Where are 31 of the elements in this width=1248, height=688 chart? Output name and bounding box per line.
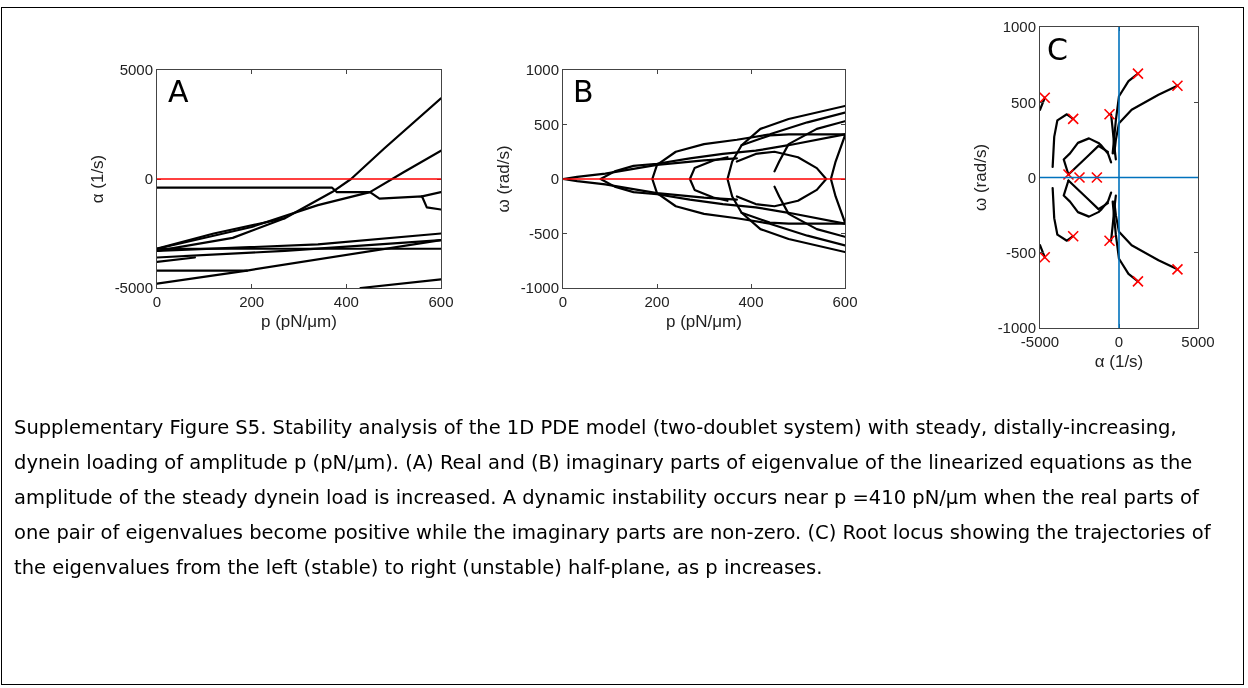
y-axis-title: α (1/s)	[88, 154, 108, 204]
x-tick-label: 400	[333, 293, 359, 310]
annotation: A	[168, 74, 189, 109]
text: Supplementary Figure S5. Stability analysis of the 1D PDE model (two-doublet system) with steady, distally-increasing, dynein loading of amplitude p (pN/µm). (A) Real and (B) imaginary parts of eigenvalue of the linearized equations as the amplitude of the steady dynein load is increased. A dynamic instability occurs near p =410 pN/µm when the real parts of one pair of eigenvalues become positive while the imaginary parts are non-zero. (C) Root locus showing the trajectories of the eigenvalues from the left (stable) to right (unstable) half-plane, as p increases.	[14, 415, 1212, 581]
y-tick-label: -500	[1005, 244, 1036, 261]
y-tick-label: 5000	[119, 61, 153, 79]
x-tick-label: 600	[832, 293, 858, 310]
y-tick-label: -5000	[114, 279, 153, 297]
x-tick-label: 0	[1114, 333, 1124, 350]
x-tick-label: 5000	[1181, 333, 1215, 350]
x-tick-label: 200	[644, 293, 670, 310]
y-tick-label: 1000	[1002, 18, 1036, 36]
x-axis-title: p (pN/μm)	[261, 312, 337, 332]
annotation: C	[1047, 32, 1068, 67]
y-tick-label: 500	[1010, 93, 1036, 111]
annotation: B	[573, 74, 594, 109]
y-tick-label: 0	[1027, 168, 1036, 186]
y-tick-label: -1000	[997, 319, 1036, 337]
y-tick-label: -1000	[520, 279, 559, 297]
y-tick-label: 0	[550, 170, 559, 188]
y-axis-title: ω (rad/s)	[494, 145, 514, 213]
y-tick-label: -500	[528, 224, 559, 242]
y-tick-label: 0	[144, 170, 153, 188]
x-tick-label: 400	[738, 293, 764, 310]
y-tick-label: 1000	[525, 61, 559, 79]
x-axis-title: p (pN/μm)	[666, 312, 742, 332]
x-axis-title: α (1/s)	[1094, 352, 1144, 372]
y-axis-title: ω (rad/s)	[971, 143, 991, 212]
x-tick-label: 600	[428, 293, 454, 310]
y-tick-label: 500	[533, 115, 559, 133]
x-tick-label: 200	[239, 293, 265, 310]
